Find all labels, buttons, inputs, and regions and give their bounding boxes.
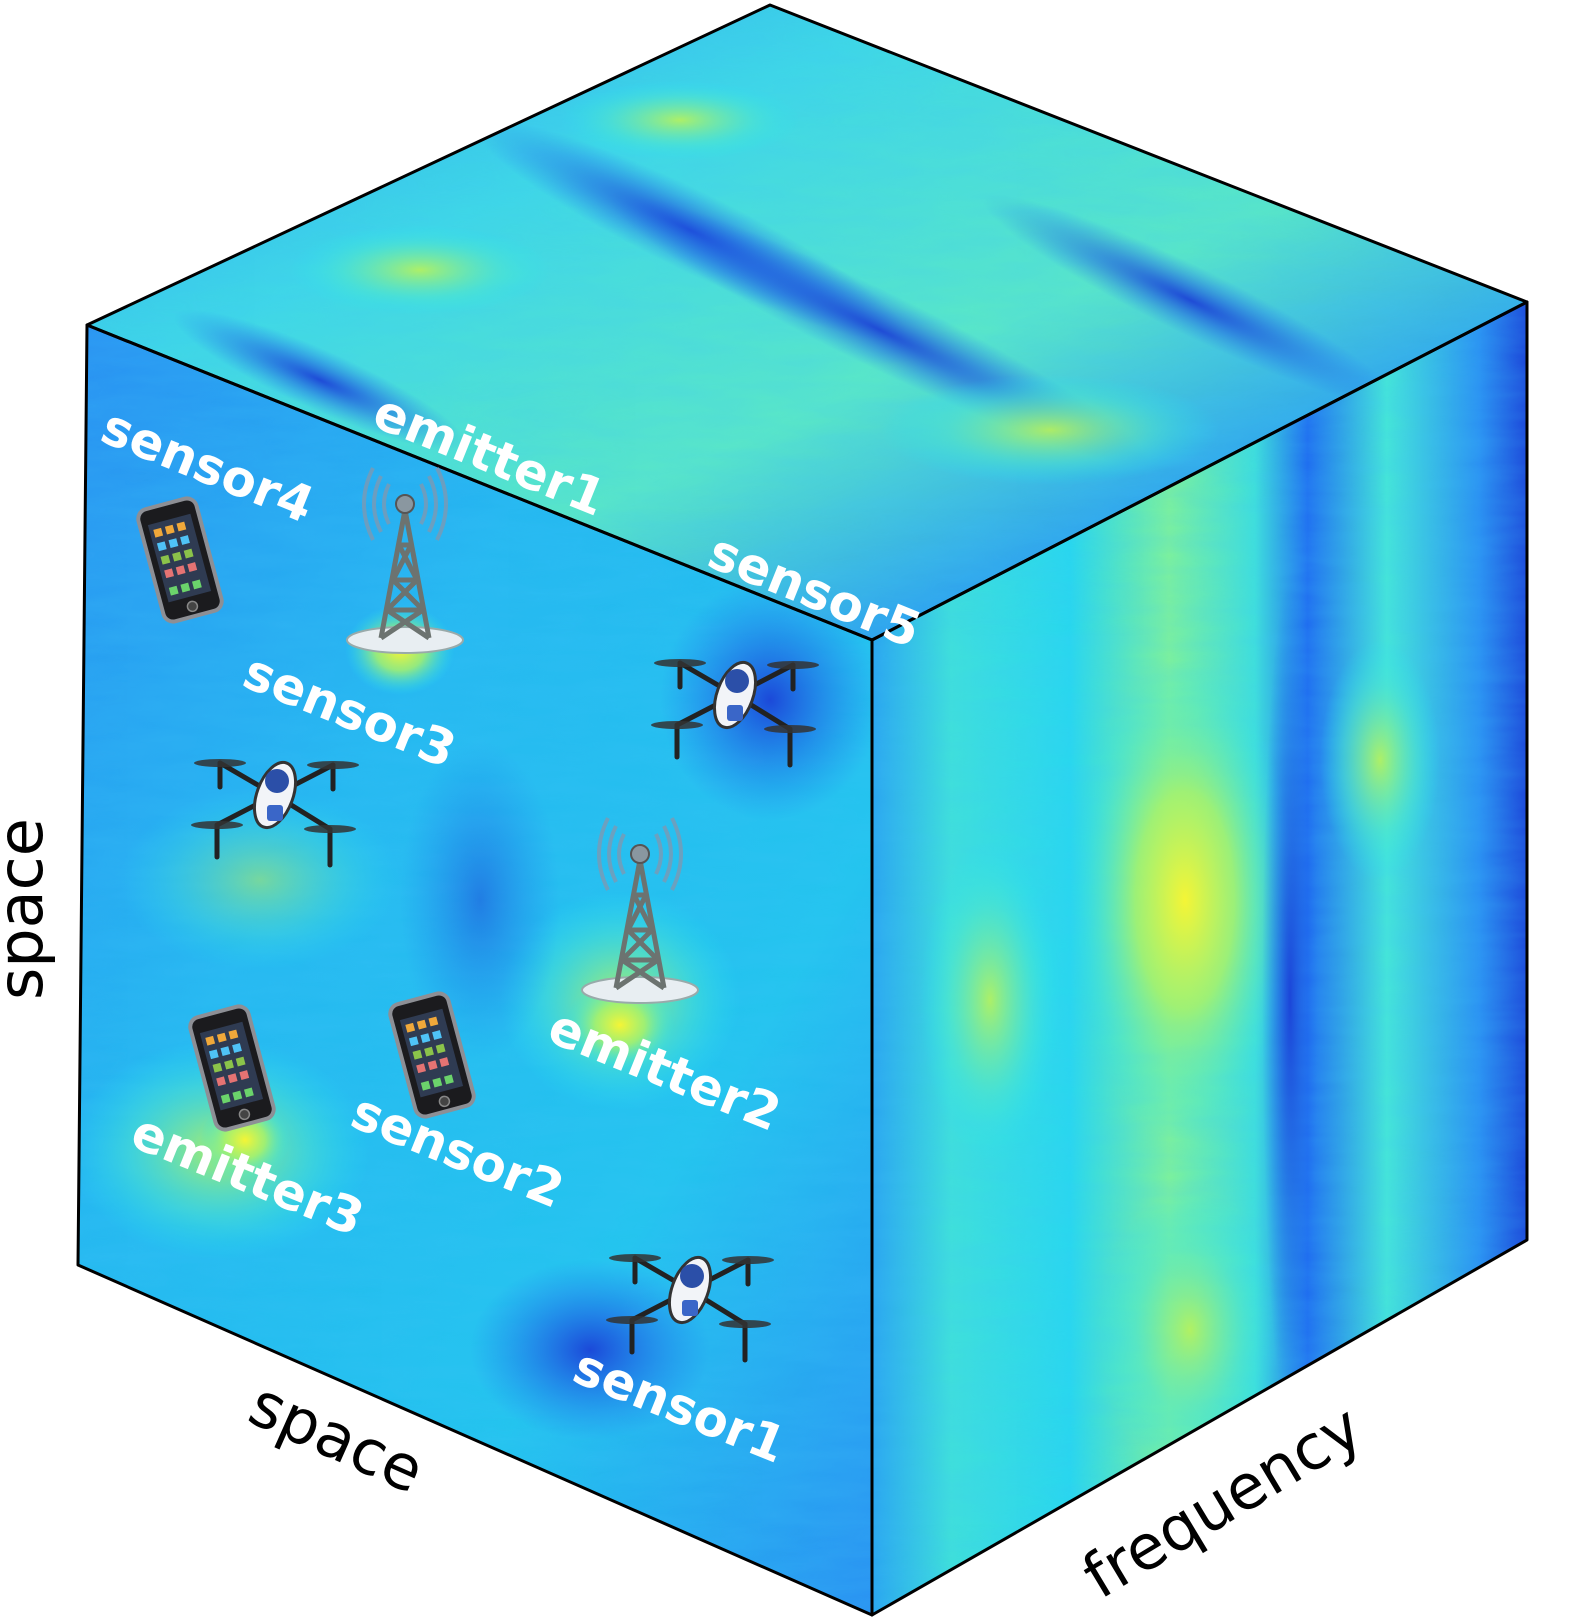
cube-edges (76, 3, 1529, 1617)
axis-label-left: space (0, 818, 57, 1000)
